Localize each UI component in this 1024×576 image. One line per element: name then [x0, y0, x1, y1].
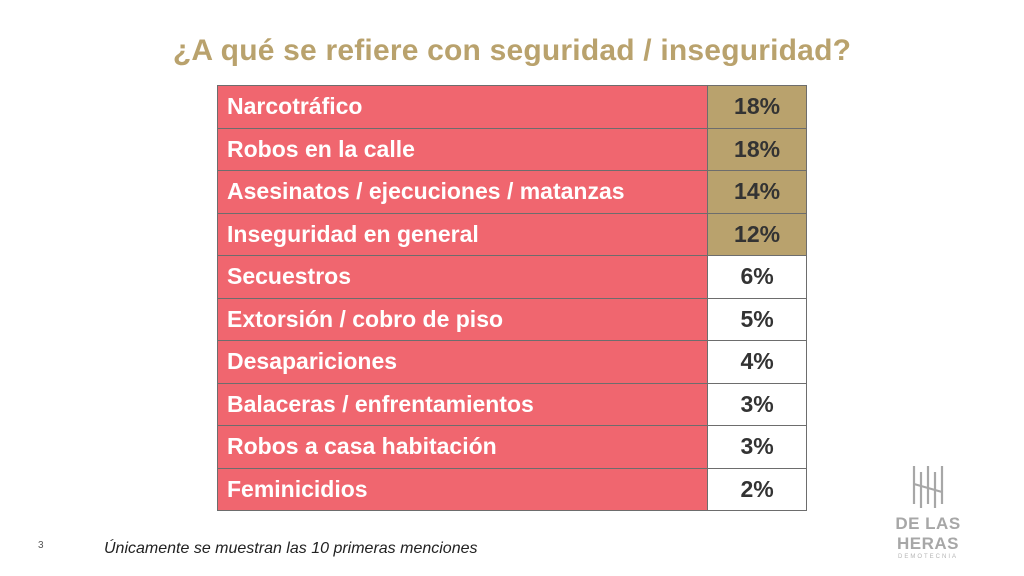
table-row: Inseguridad en general 12% [218, 213, 807, 256]
table-row: Balaceras / enfrentamientos 3% [218, 383, 807, 426]
table-row: Extorsión / cobro de piso 5% [218, 298, 807, 341]
row-value: 18% [708, 86, 807, 129]
row-label: Feminicidios [218, 468, 708, 511]
table-row: Robos a casa habitación 3% [218, 426, 807, 469]
mentions-table: Narcotráfico 18% Robos en la calle 18% Asesi… [217, 85, 807, 511]
logo-subtitle: DEMOTECNIA [862, 554, 994, 560]
table-row: Secuestros 6% [218, 256, 807, 299]
table-row: Robos en la calle 18% [218, 128, 807, 171]
table-row: Narcotráfico 18% [218, 86, 807, 129]
row-label: Extorsión / cobro de piso [218, 298, 708, 341]
row-label: Secuestros [218, 256, 708, 299]
page-number: 3 [38, 540, 44, 551]
row-label: Robos a casa habitación [218, 426, 708, 469]
company-logo: DE LAS HERAS DEMOTECNIA [862, 462, 994, 560]
row-value: 12% [708, 213, 807, 256]
table-body: Narcotráfico 18% Robos en la calle 18% Asesi… [218, 86, 807, 511]
row-value: 4% [708, 341, 807, 384]
logo-mark-icon [911, 462, 945, 510]
row-value: 3% [708, 426, 807, 469]
row-value: 3% [708, 383, 807, 426]
table-row: Feminicidios 2% [218, 468, 807, 511]
row-value: 5% [708, 298, 807, 341]
footnote: Únicamente se muestran las 10 primeras m… [104, 540, 478, 558]
row-label: Robos en la calle [218, 128, 708, 171]
row-label: Inseguridad en general [218, 213, 708, 256]
row-value: 14% [708, 171, 807, 214]
table-row: Desapariciones 4% [218, 341, 807, 384]
row-label: Desapariciones [218, 341, 708, 384]
page-title: ¿A qué se refiere con seguridad / insegu… [0, 34, 1024, 68]
row-value: 18% [708, 128, 807, 171]
row-value: 6% [708, 256, 807, 299]
row-label: Balaceras / enfrentamientos [218, 383, 708, 426]
row-value: 2% [708, 468, 807, 511]
logo-name: DE LAS HERAS [862, 514, 994, 554]
row-label: Asesinatos / ejecuciones / matanzas [218, 171, 708, 214]
row-label: Narcotráfico [218, 86, 708, 129]
table-row: Asesinatos / ejecuciones / matanzas 14% [218, 171, 807, 214]
